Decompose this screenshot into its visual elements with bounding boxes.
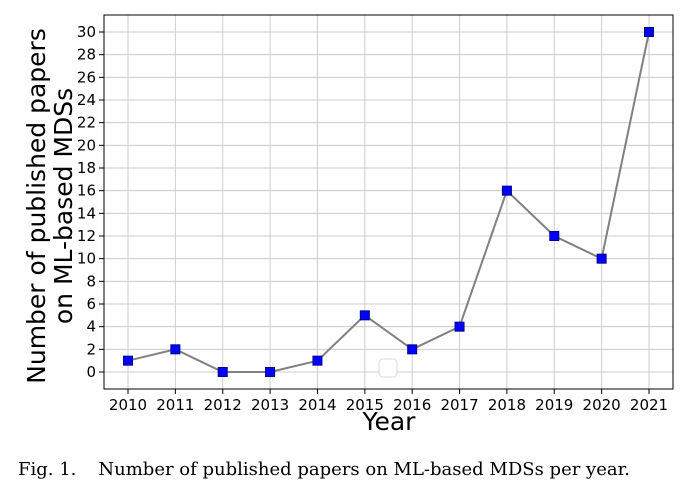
x-tick-label: 2012 [204, 396, 242, 414]
data-point [596, 253, 607, 264]
data-point [549, 231, 560, 241]
data-point [454, 321, 465, 332]
x-tick-label: 2019 [535, 396, 573, 414]
data-point [265, 367, 276, 377]
data-point [217, 367, 228, 377]
data-point [312, 355, 323, 366]
data-point [501, 185, 512, 196]
y-tick-label: 16 [77, 182, 96, 200]
y-axis-title-line-1: Number of published papers [22, 28, 51, 384]
y-tick-label: 22 [77, 114, 96, 132]
x-axis-title: Year [362, 407, 417, 436]
y-tick-label: 24 [77, 91, 96, 109]
data-point [123, 355, 133, 366]
series-line [127, 31, 650, 373]
y-tick-label: 4 [86, 318, 96, 336]
y-tick-label: 28 [77, 46, 96, 64]
y-tick-label: 18 [77, 159, 96, 177]
plot-frame [103, 14, 674, 390]
y-tick-label: 12 [77, 227, 96, 245]
data-point [170, 344, 181, 355]
figure-caption: Fig. 1. Number of published papers on ML-… [18, 459, 630, 480]
y-tick-label: 8 [86, 272, 96, 290]
y-tick-label: 14 [77, 204, 96, 222]
x-tick-label: 2020 [583, 396, 621, 414]
x-tick-label: 2018 [488, 396, 526, 414]
y-tick-label: 26 [77, 68, 96, 86]
x-tick-label: 2016 [393, 396, 431, 414]
y-tick-label: 20 [77, 136, 96, 154]
y-tick-label: 6 [86, 295, 96, 313]
figure-caption-text: Number of published papers on ML-based M… [98, 459, 630, 480]
data-point [407, 344, 418, 355]
data-point [644, 27, 654, 37]
x-tick-label: 2015 [346, 396, 384, 414]
y-axis-title-line-2: on ML-based MDSs [49, 88, 78, 324]
y-tick-label: 10 [77, 250, 96, 268]
x-tick-label: 2014 [298, 396, 336, 414]
y-tick-label: 2 [86, 340, 96, 358]
x-tick-label: 2010 [109, 396, 147, 414]
y-tick-label: 0 [86, 363, 96, 381]
data-point [359, 310, 370, 321]
chart: 2010 2011 2012 2013 2014 2015 2016 2017 2018 2019… [22, 14, 674, 436]
x-tick-label: 2017 [440, 396, 478, 414]
figure-label: Fig. 1. [18, 459, 77, 480]
legend-box [378, 358, 398, 378]
y-tick-label: 30 [77, 23, 96, 41]
y-axis-title: Number of published papers on ML-based M… [22, 28, 78, 384]
x-axis-ticks: 2010 2011 2012 2013 2014 2015 2016 2017 2018 2019… [109, 389, 668, 414]
x-tick-label: 2011 [156, 396, 194, 414]
x-tick-label: 2013 [251, 396, 289, 414]
x-tick-label: 2021 [630, 396, 668, 414]
series-markers [123, 27, 654, 377]
